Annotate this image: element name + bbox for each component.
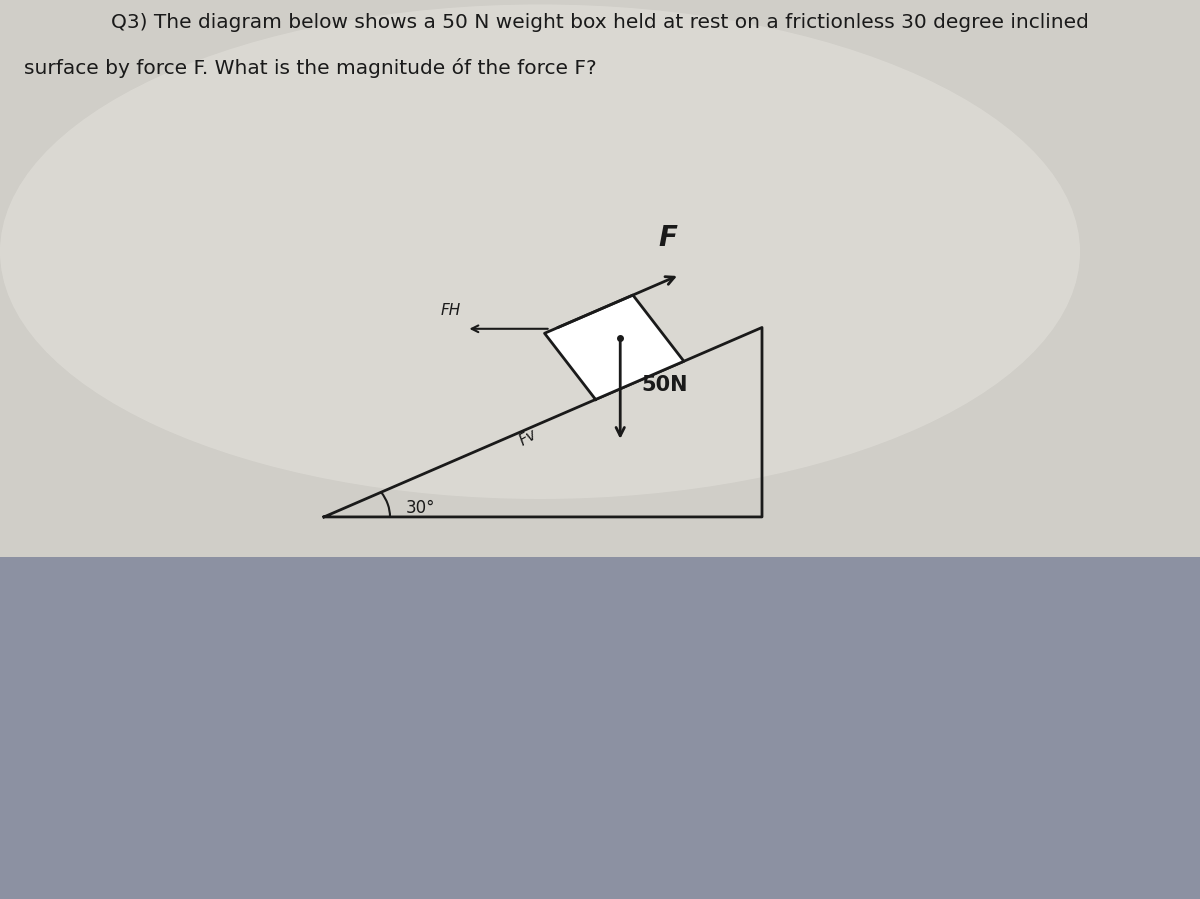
Text: 30°: 30° [406, 499, 436, 517]
Bar [0, 0, 1200, 557]
Ellipse shape [0, 4, 1080, 499]
Polygon shape [545, 295, 684, 399]
Bar [0, 0, 1200, 557]
Text: Q3) The diagram below shows a 50 N weight box held at rest on a frictionless 30 : Q3) The diagram below shows a 50 N weigh… [112, 13, 1088, 32]
Text: surface by force F. What is the magnitude óf the force F?: surface by force F. What is the magnitud… [24, 58, 596, 78]
Text: F: F [658, 225, 677, 253]
Bar [0, 557, 1200, 899]
Text: 50N: 50N [642, 375, 689, 395]
Text: Fv: Fv [516, 427, 540, 449]
Text: FH: FH [440, 303, 461, 318]
